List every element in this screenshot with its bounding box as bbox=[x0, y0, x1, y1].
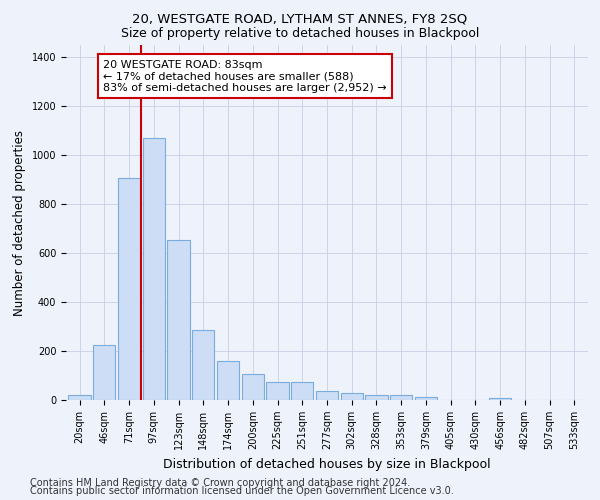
Text: 20, WESTGATE ROAD, LYTHAM ST ANNES, FY8 2SQ: 20, WESTGATE ROAD, LYTHAM ST ANNES, FY8 … bbox=[133, 12, 467, 26]
Bar bbox=[266, 382, 289, 400]
Bar bbox=[415, 397, 437, 400]
Bar bbox=[242, 374, 264, 400]
Bar bbox=[118, 178, 140, 400]
Text: Size of property relative to detached houses in Blackpool: Size of property relative to detached ho… bbox=[121, 28, 479, 40]
Bar bbox=[341, 394, 363, 400]
Y-axis label: Number of detached properties: Number of detached properties bbox=[13, 130, 26, 316]
Bar bbox=[291, 382, 313, 400]
Bar bbox=[390, 395, 412, 400]
Bar bbox=[167, 240, 190, 400]
Bar bbox=[365, 395, 388, 400]
Bar bbox=[316, 391, 338, 400]
Bar bbox=[143, 138, 165, 400]
Text: Contains HM Land Registry data © Crown copyright and database right 2024.: Contains HM Land Registry data © Crown c… bbox=[30, 478, 410, 488]
Bar bbox=[489, 398, 511, 400]
Bar bbox=[192, 330, 214, 400]
Bar bbox=[68, 395, 91, 400]
Text: 20 WESTGATE ROAD: 83sqm
← 17% of detached houses are smaller (588)
83% of semi-d: 20 WESTGATE ROAD: 83sqm ← 17% of detache… bbox=[103, 60, 387, 93]
Bar bbox=[217, 361, 239, 400]
Text: Contains public sector information licensed under the Open Government Licence v3: Contains public sector information licen… bbox=[30, 486, 454, 496]
X-axis label: Distribution of detached houses by size in Blackpool: Distribution of detached houses by size … bbox=[163, 458, 491, 470]
Bar bbox=[93, 345, 115, 400]
